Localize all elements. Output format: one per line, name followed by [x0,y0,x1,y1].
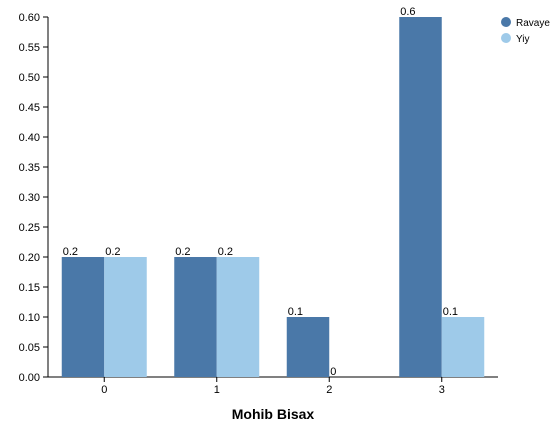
x-axis: 0 1 2 3 [48,376,498,396]
data-label: 0.1 [443,306,458,318]
bar-ravaye-0 [61,257,105,377]
x-tick-label: 1 [214,384,220,396]
x-tick-label: 3 [439,384,445,396]
y-tick-label: 0.20 [19,252,40,264]
bar-ravaye-1 [174,257,217,377]
legend-swatch [501,17,511,27]
x-tick-label: 0 [101,384,107,396]
bar-ravaye-3 [399,17,442,377]
bar-yiy-0 [104,257,147,377]
data-label: 0 [330,366,336,378]
legend-swatch [501,33,511,43]
data-label: 0.1 [288,306,303,318]
y-axis: 0.00 0.05 0.10 0.15 0.20 0.25 0.30 0.35 0.40 0.45… [19,12,49,384]
y-tick-label: 0.45 [19,102,40,114]
y-tick-label: 0.40 [19,132,40,144]
y-tick-label: 0.55 [19,42,40,54]
y-tick-label: 0.50 [19,72,40,84]
x-tick-label: 2 [326,384,332,396]
y-tick-label: 0.30 [19,192,40,204]
legend-label: Yiy [516,34,530,45]
y-tick-label: 0.15 [19,282,40,294]
data-label: 0.6 [400,6,415,18]
data-labels: 0.2 0.2 0.1 0.6 0.2 0.2 0 0.1 [63,6,458,378]
bars [61,17,485,377]
y-tick-label: 0.05 [19,342,40,354]
bar-ravaye-2 [286,317,330,377]
bar-yiy-1 [216,257,260,377]
y-tick-label: 0.25 [19,222,40,234]
y-tick-label: 0.10 [19,312,40,324]
y-tick-label: 0.60 [19,12,40,24]
data-label: 0.2 [105,246,120,258]
x-axis-title: Mohib Bisax [232,406,315,422]
data-label: 0.2 [63,246,78,258]
bar-yiy-3 [441,317,485,377]
data-label: 0.2 [175,246,190,258]
y-tick-label: 0.00 [19,372,40,384]
legend: Ravaye Yiy [501,17,550,45]
legend-label: Ravaye [516,18,550,29]
y-tick-label: 0.35 [19,162,40,174]
data-label: 0.2 [218,246,233,258]
